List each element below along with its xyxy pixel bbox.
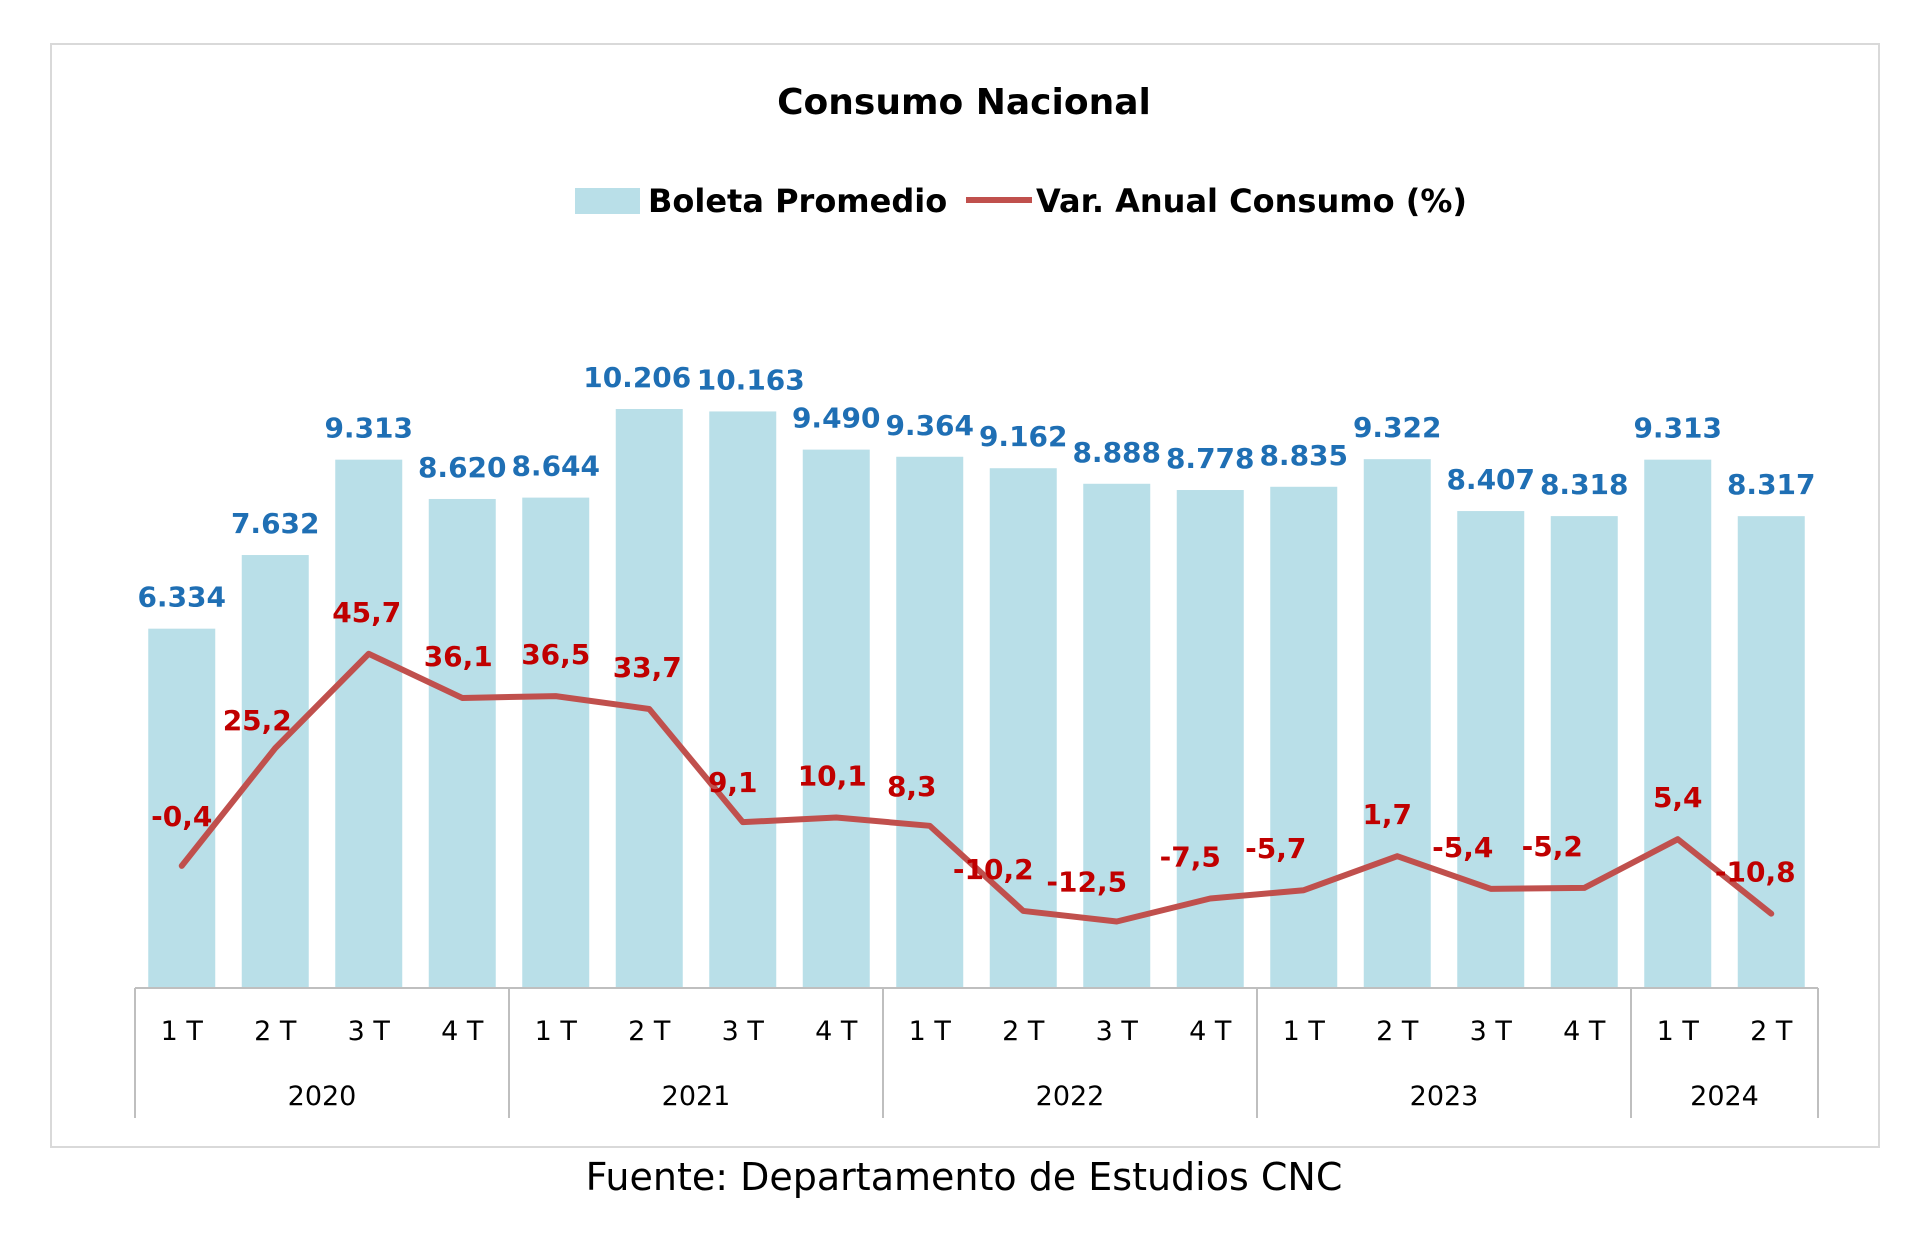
bar [1363, 459, 1431, 988]
bar-value-label: 8.620 [418, 451, 507, 484]
year-group-label: 2020 [288, 1081, 357, 1112]
bar [615, 409, 683, 988]
category-tick-label: 3 T [1470, 1016, 1513, 1047]
source-note: Fuente: Departamento de Estudios CNC [585, 1155, 1343, 1199]
line-value-label: -10,2 [953, 853, 1034, 886]
chart-title: Consumo Nacional [777, 82, 1151, 123]
bar [1457, 511, 1525, 988]
line-value-label: 8,3 [887, 770, 937, 803]
bar [1270, 486, 1338, 988]
category-tick-label: 1 T [1283, 1016, 1326, 1047]
bar-value-label: 10.163 [697, 363, 805, 396]
bar [802, 449, 870, 988]
category-tick-label: 4 T [1189, 1016, 1232, 1047]
legend: Boleta Promedio Var. Anual Consumo (%) [575, 182, 1467, 220]
bar-value-label: 6.334 [137, 581, 226, 614]
bar-value-label: 9.364 [885, 409, 974, 442]
bar-value-label: 9.322 [1353, 411, 1442, 444]
category-tick-label: 2 T [1376, 1016, 1419, 1047]
category-tick-label: 3 T [1096, 1016, 1139, 1047]
line-value-label: 5,4 [1653, 781, 1703, 814]
line-value-label: -7,5 [1160, 841, 1221, 874]
line-value-label: -10,8 [1715, 856, 1796, 889]
legend-bar-swatch [575, 188, 640, 214]
line-value-label: 36,1 [424, 640, 493, 673]
category-tick-label: 1 T [1657, 1016, 1700, 1047]
category-tick-label: 3 T [722, 1016, 765, 1047]
year-group-label: 2022 [1036, 1081, 1105, 1112]
category-tick-label: 3 T [348, 1016, 391, 1047]
line-value-label: -5,2 [1522, 830, 1583, 863]
bar-value-label: 10.206 [583, 361, 691, 394]
bar-value-label: 9.162 [979, 420, 1068, 453]
bar-value-label: 8.318 [1540, 468, 1629, 501]
category-tick-label: 2 T [628, 1016, 671, 1047]
line-value-label: -5,7 [1245, 832, 1306, 865]
bar [896, 456, 964, 988]
bar-value-label: 8.888 [1072, 436, 1161, 469]
line-value-label: 45,7 [332, 596, 401, 629]
bar-value-label: 9.313 [324, 412, 413, 445]
line-value-label: 1,7 [1362, 798, 1412, 831]
line-value-label: -12,5 [1046, 866, 1127, 899]
legend-line-label: Var. Anual Consumo (%) [1036, 182, 1467, 220]
bar [1176, 490, 1244, 988]
bar-value-label: 8.778 [1166, 442, 1255, 475]
category-tick-label: 2 T [1002, 1016, 1045, 1047]
bar [335, 459, 403, 988]
line-value-label: -5,4 [1432, 831, 1493, 864]
bar [148, 628, 216, 988]
bar [709, 411, 777, 988]
legend-bar-label: Boleta Promedio [648, 182, 947, 220]
bar [522, 497, 590, 988]
line-value-label: 25,2 [223, 704, 292, 737]
bar [428, 498, 496, 988]
bar [241, 555, 309, 988]
bar-value-label: 8.407 [1446, 463, 1535, 496]
year-group-label: 2021 [662, 1081, 731, 1112]
bar [1550, 516, 1618, 988]
bar [1737, 516, 1805, 988]
category-tick-label: 4 T [1563, 1016, 1606, 1047]
year-group-label: 2023 [1410, 1081, 1479, 1112]
category-tick-label: 4 T [815, 1016, 858, 1047]
bar [989, 468, 1057, 988]
bar-value-label: 9.313 [1633, 412, 1722, 445]
line-value-label: 36,5 [521, 638, 590, 671]
bar-value-label: 8.317 [1727, 468, 1816, 501]
bar-value-label: 8.644 [511, 450, 600, 483]
category-tick-label: 2 T [1750, 1016, 1793, 1047]
line-value-label: 33,7 [613, 651, 682, 684]
bar-value-label: 7.632 [231, 507, 320, 540]
year-group-label: 2024 [1690, 1081, 1759, 1112]
category-tick-label: 1 T [161, 1016, 204, 1047]
bar-value-label: 9.490 [792, 402, 881, 435]
line-value-label: 10,1 [798, 760, 867, 793]
category-tick-label: 4 T [441, 1016, 484, 1047]
category-tick-label: 2 T [254, 1016, 297, 1047]
category-tick-label: 1 T [535, 1016, 578, 1047]
line-value-label: 9,1 [708, 766, 758, 799]
bar-value-label: 8.835 [1259, 439, 1348, 472]
series-line [178, 650, 1775, 925]
bar [1083, 483, 1151, 988]
category-tick-label: 1 T [909, 1016, 952, 1047]
line-value-label: -0,4 [151, 800, 212, 833]
bar [1644, 459, 1712, 988]
